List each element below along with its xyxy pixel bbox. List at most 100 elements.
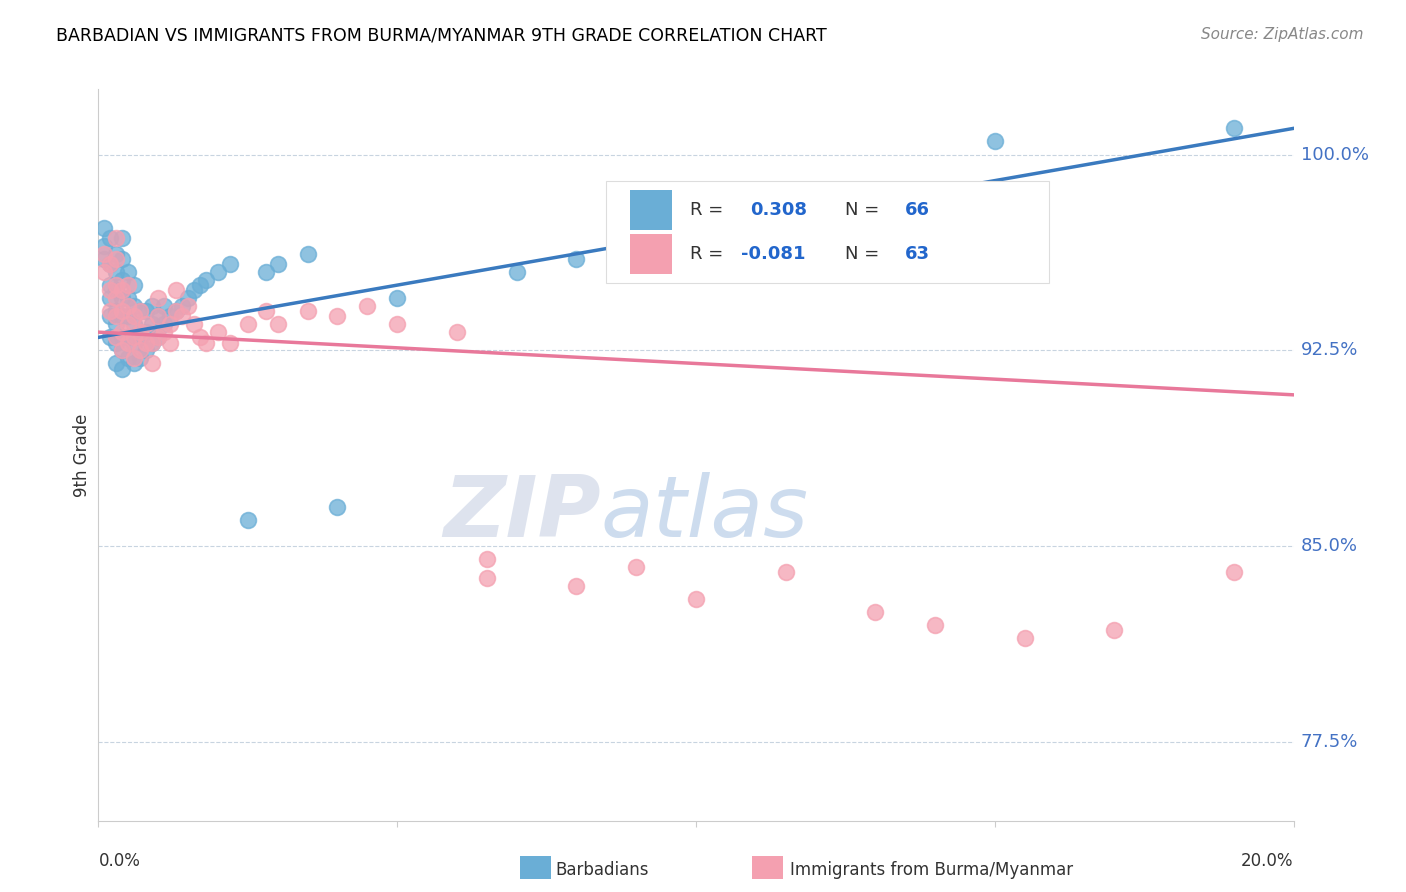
Point xyxy=(105,252,128,266)
Point xyxy=(865,605,887,619)
Point xyxy=(565,252,588,266)
Point xyxy=(685,591,707,606)
Point xyxy=(1223,566,1246,580)
Point xyxy=(129,343,152,358)
Point xyxy=(111,343,134,358)
Point xyxy=(111,304,134,318)
Point xyxy=(117,330,139,344)
Point xyxy=(254,304,277,318)
Text: 85.0%: 85.0% xyxy=(1301,537,1358,556)
Point xyxy=(148,310,170,324)
Point xyxy=(219,257,242,271)
Point xyxy=(148,310,170,324)
Point xyxy=(93,220,115,235)
FancyBboxPatch shape xyxy=(630,190,672,230)
Point xyxy=(124,318,146,332)
Text: Barbadians: Barbadians xyxy=(555,861,650,879)
Point xyxy=(1104,623,1126,637)
Point xyxy=(159,310,181,324)
Point xyxy=(105,265,128,279)
Point xyxy=(297,304,319,318)
Point xyxy=(475,552,498,566)
Point xyxy=(111,291,134,305)
Point xyxy=(93,239,115,253)
Point xyxy=(506,265,529,279)
Point xyxy=(356,299,378,313)
Point xyxy=(207,265,229,279)
Point xyxy=(98,278,122,293)
Point xyxy=(129,304,152,318)
FancyBboxPatch shape xyxy=(606,180,1049,283)
Point xyxy=(98,304,122,318)
Point xyxy=(924,617,946,632)
Point xyxy=(148,330,170,344)
Text: N =: N = xyxy=(845,201,886,219)
Point xyxy=(117,265,139,279)
Point xyxy=(183,318,205,332)
Text: BARBADIAN VS IMMIGRANTS FROM BURMA/MYANMAR 9TH GRADE CORRELATION CHART: BARBADIAN VS IMMIGRANTS FROM BURMA/MYANM… xyxy=(56,27,827,45)
Point xyxy=(207,325,229,339)
Point xyxy=(98,284,122,298)
Point xyxy=(141,335,163,350)
Point xyxy=(188,278,211,293)
Point xyxy=(105,310,128,324)
Point xyxy=(117,291,139,305)
Y-axis label: 9th Grade: 9th Grade xyxy=(73,413,91,497)
Point xyxy=(98,310,122,324)
Point xyxy=(105,278,128,293)
Point xyxy=(326,310,349,324)
Point xyxy=(124,351,146,366)
Point xyxy=(141,356,163,371)
Point xyxy=(98,231,122,245)
Point xyxy=(98,257,122,271)
Point xyxy=(236,513,259,527)
Point xyxy=(165,304,187,318)
Text: Immigrants from Burma/Myanmar: Immigrants from Burma/Myanmar xyxy=(790,861,1073,879)
Point xyxy=(124,299,146,313)
Point xyxy=(165,304,187,318)
Point xyxy=(267,318,290,332)
Point xyxy=(188,330,211,344)
Point xyxy=(124,356,146,371)
Point xyxy=(111,252,134,266)
Point xyxy=(105,291,128,305)
Point xyxy=(475,571,498,585)
Point xyxy=(297,247,319,261)
Point xyxy=(1223,121,1246,136)
Point xyxy=(135,318,157,332)
Point xyxy=(111,361,134,376)
Point xyxy=(153,299,176,313)
Point xyxy=(385,291,409,305)
Point xyxy=(141,318,163,332)
Point xyxy=(183,284,205,298)
Text: -0.081: -0.081 xyxy=(741,244,806,263)
Text: 100.0%: 100.0% xyxy=(1301,145,1368,163)
Point xyxy=(124,278,146,293)
Point xyxy=(117,299,139,313)
Text: R =: R = xyxy=(690,244,728,263)
Point xyxy=(117,310,139,324)
Point xyxy=(775,566,797,580)
Point xyxy=(219,335,242,350)
Point xyxy=(177,291,200,305)
Point xyxy=(98,330,122,344)
Point xyxy=(194,273,218,287)
Text: 92.5%: 92.5% xyxy=(1301,342,1358,359)
Point xyxy=(159,318,181,332)
Point xyxy=(159,335,181,350)
Point xyxy=(117,351,139,366)
Point xyxy=(194,335,218,350)
Text: 63: 63 xyxy=(905,244,931,263)
Text: 0.0%: 0.0% xyxy=(98,852,141,870)
Point xyxy=(93,265,115,279)
Point xyxy=(111,310,134,324)
Point xyxy=(111,231,134,245)
Point xyxy=(111,343,134,358)
Point xyxy=(1014,631,1036,645)
Point xyxy=(105,304,128,318)
Point xyxy=(124,330,146,344)
Point xyxy=(141,299,163,313)
Point xyxy=(129,351,152,366)
FancyBboxPatch shape xyxy=(630,234,672,274)
Point xyxy=(98,291,122,305)
